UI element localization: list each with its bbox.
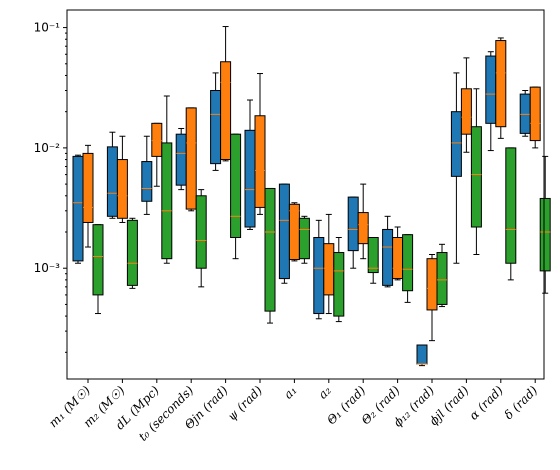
box-body — [470, 126, 482, 228]
box-body — [230, 133, 242, 238]
plot-frame — [66, 9, 545, 380]
y-axis: 10⁻³ 10⁻² 10⁻¹ — [34, 21, 67, 353]
box-body — [161, 142, 173, 260]
box-body — [298, 217, 310, 260]
box-2-2 — [116, 135, 128, 223]
box-body — [244, 129, 256, 228]
boxes-layer — [72, 26, 551, 367]
box-body — [460, 88, 472, 135]
box-1-3 — [141, 135, 153, 215]
box-3-1 — [92, 224, 104, 315]
box-body — [82, 152, 94, 223]
box-body — [264, 187, 276, 312]
box-body — [382, 228, 394, 286]
box-body — [278, 183, 290, 280]
box-3-4 — [195, 189, 207, 288]
box-body — [505, 147, 517, 264]
box-3-6 — [264, 187, 276, 324]
box-2-13 — [495, 37, 507, 139]
x-axis: m₁ (M☉)m₂ (M☉)dL (Mpc)t₀ (seconds)Θjn (r… — [46, 379, 541, 444]
box-body — [519, 93, 531, 134]
box-body — [333, 252, 345, 317]
box-2-5 — [220, 26, 232, 162]
box-body — [426, 258, 438, 311]
box-body — [254, 115, 266, 208]
x-tick-label: α (rad) — [466, 383, 506, 423]
box-body — [402, 234, 414, 292]
box-3-14 — [539, 155, 551, 294]
box-body — [175, 133, 187, 186]
box-body — [288, 203, 300, 261]
box-2-10 — [392, 226, 404, 281]
box-1-10 — [382, 215, 394, 288]
box-body — [151, 122, 163, 157]
box-3-7 — [298, 215, 310, 264]
box-1-4 — [175, 127, 187, 191]
box-2-9 — [357, 183, 369, 260]
box-3-13 — [505, 147, 517, 281]
box-body — [210, 89, 222, 165]
box-3-9 — [367, 236, 379, 284]
box-1-12 — [450, 72, 462, 264]
box-body — [185, 107, 197, 210]
x-tick-label: ψ (rad) — [225, 383, 266, 424]
box-3-11 — [436, 243, 448, 308]
box-body — [347, 196, 359, 252]
y-tick-label: 10⁻¹ — [34, 21, 61, 35]
box-body — [106, 146, 118, 217]
box-2-3 — [151, 122, 163, 187]
x-tick-label: a₁ — [281, 383, 299, 401]
box-2-7 — [288, 202, 300, 262]
box-2-14 — [529, 86, 541, 149]
box-1-9 — [347, 196, 359, 269]
box-3-12 — [470, 88, 482, 256]
box-2-4 — [185, 107, 197, 212]
box-body — [313, 236, 325, 315]
x-tick-label: a₂ — [316, 383, 334, 401]
box-1-5 — [210, 72, 222, 171]
box-body — [495, 40, 507, 128]
box-body — [141, 161, 153, 202]
box-1-1 — [72, 154, 84, 264]
y-tick-label: 10⁻³ — [34, 261, 61, 275]
box-body — [450, 111, 462, 177]
box-3-10 — [402, 234, 414, 303]
box-2-6 — [254, 73, 266, 215]
box-1-8 — [313, 219, 325, 320]
box-body — [323, 243, 335, 296]
box-3-3 — [161, 95, 173, 264]
box-body — [220, 61, 232, 161]
box-1-7 — [278, 183, 290, 284]
box-body — [485, 55, 497, 124]
box-body — [392, 236, 404, 280]
box-body — [126, 219, 138, 286]
box-body — [436, 252, 448, 305]
box-body — [357, 212, 369, 245]
box-1-13 — [485, 51, 497, 152]
y-tick-label: 10⁻² — [34, 141, 61, 155]
box-2-11 — [426, 254, 438, 342]
box-2-8 — [323, 213, 335, 315]
box-3-2 — [126, 217, 138, 289]
x-tick-label: δ (rad) — [501, 383, 540, 422]
box-body — [529, 86, 541, 142]
box-3-5 — [230, 133, 242, 260]
box-1-11 — [416, 344, 428, 367]
box-body — [72, 155, 84, 262]
box-body — [116, 159, 128, 219]
box-2-1 — [82, 144, 94, 248]
box-body — [539, 197, 551, 272]
box-2-12 — [460, 57, 472, 153]
box-3-8 — [333, 236, 345, 323]
box-body — [92, 224, 104, 296]
box-1-2 — [106, 131, 118, 219]
box-body — [367, 236, 379, 274]
box-body — [195, 195, 207, 269]
box-1-14 — [519, 89, 531, 137]
box-body — [416, 344, 428, 365]
box-1-6 — [244, 99, 256, 230]
